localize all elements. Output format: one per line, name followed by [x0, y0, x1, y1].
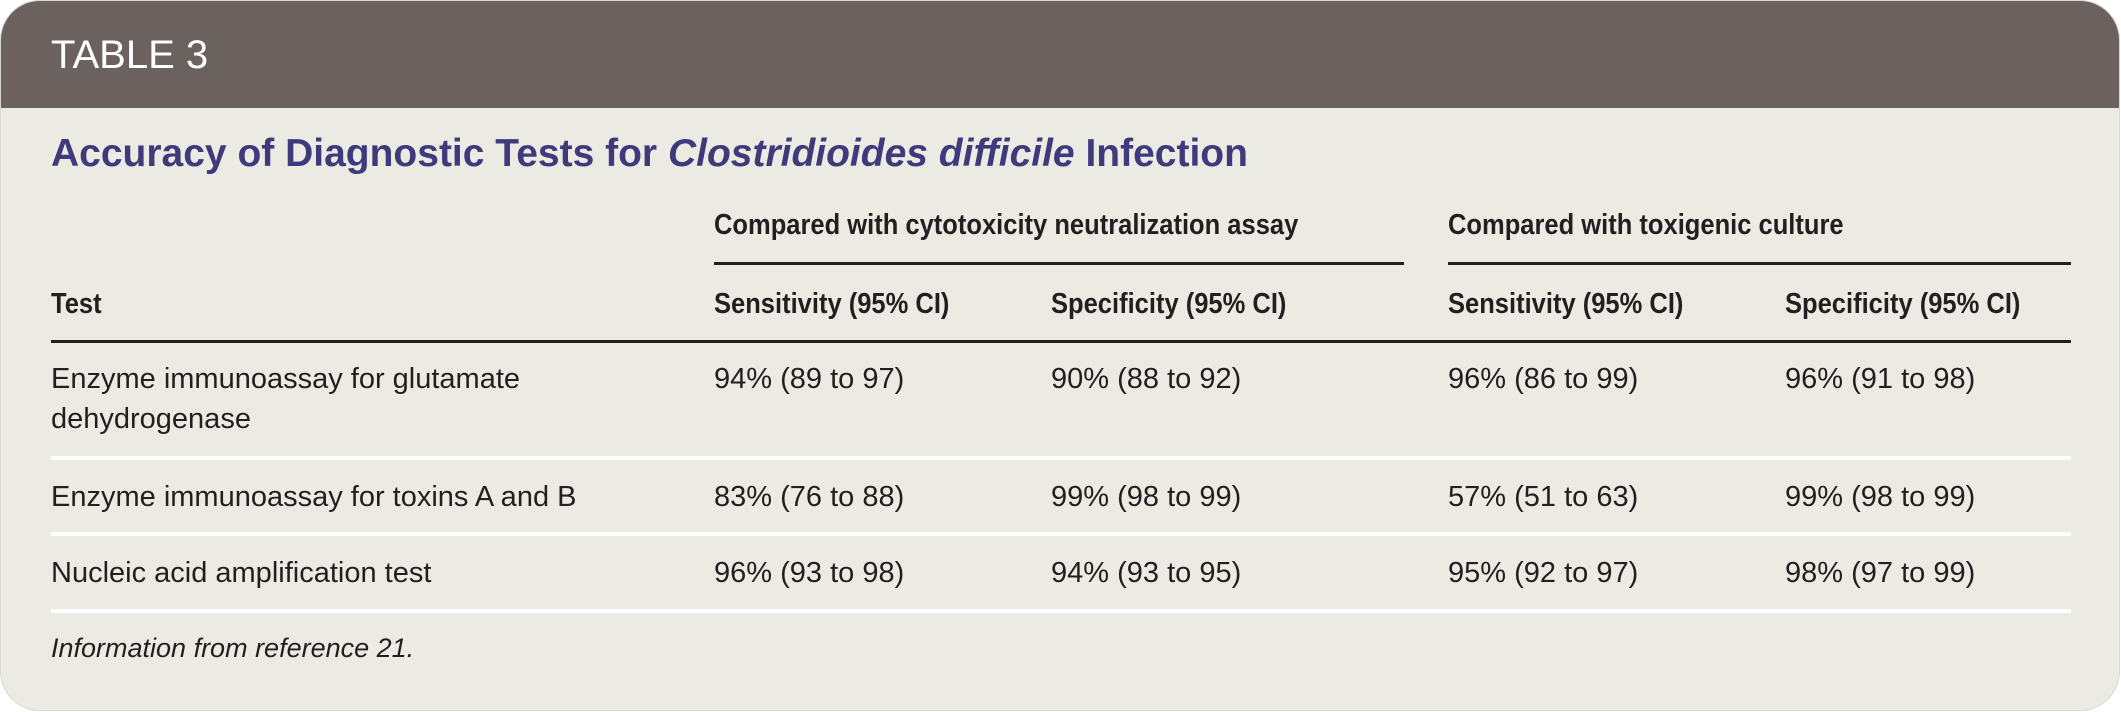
cell: 99% (98 to 99): [1785, 481, 1976, 513]
cell: 57% (51 to 63): [1448, 481, 1639, 513]
cell: 94% (93 to 95): [1051, 557, 1242, 589]
table-label: TABLE 3: [51, 33, 209, 77]
group-header-cna: Compared with cytotoxicity neutralizatio…: [714, 209, 1299, 241]
cell-test: Enzyme immunoassay for toxins A and B: [51, 481, 577, 513]
cell-test: Nucleic acid amplification test: [51, 557, 432, 589]
cell: 94% (89 to 97): [714, 363, 905, 395]
cell: 98% (97 to 99): [1785, 557, 1976, 589]
table-title: Accuracy of Diagnostic Tests for Clostri…: [51, 132, 1248, 176]
row-divider: [51, 456, 2071, 460]
column-header: Specificity (95% CI): [1051, 288, 1287, 320]
title-text: Accuracy of Diagnostic Tests for: [51, 132, 668, 175]
cell: 95% (92 to 97): [1448, 557, 1639, 589]
header-rule: [51, 340, 2071, 343]
cell: 96% (91 to 98): [1785, 363, 1976, 395]
title-italic: Clostridioides difficile: [667, 132, 1075, 175]
table-header-band: TABLE 3: [1, 1, 2119, 108]
cell-test: Enzyme immunoassay for glutamate: [51, 363, 521, 395]
group-header-toxigenic: Compared with toxigenic culture: [1448, 209, 1844, 241]
column-header-test: Test: [51, 288, 102, 320]
cell: 90% (88 to 92): [1051, 363, 1242, 395]
column-header: Specificity (95% CI): [1785, 288, 2021, 320]
row-divider: [51, 532, 2071, 536]
column-header: Sensitivity (95% CI): [1448, 288, 1684, 320]
cell-test-cont: dehydrogenase: [51, 403, 251, 435]
title-suffix: Infection: [1074, 132, 1248, 175]
cell: 96% (93 to 98): [714, 557, 905, 589]
group-rule: [714, 262, 1404, 265]
cell: 99% (98 to 99): [1051, 481, 1242, 513]
footnote: Information from reference 21.: [51, 633, 415, 663]
cell: 96% (86 to 99): [1448, 363, 1639, 395]
column-header: Sensitivity (95% CI): [714, 288, 950, 320]
cell: 83% (76 to 88): [714, 481, 905, 513]
row-divider: [51, 609, 2071, 613]
group-rule: [1448, 262, 2071, 265]
